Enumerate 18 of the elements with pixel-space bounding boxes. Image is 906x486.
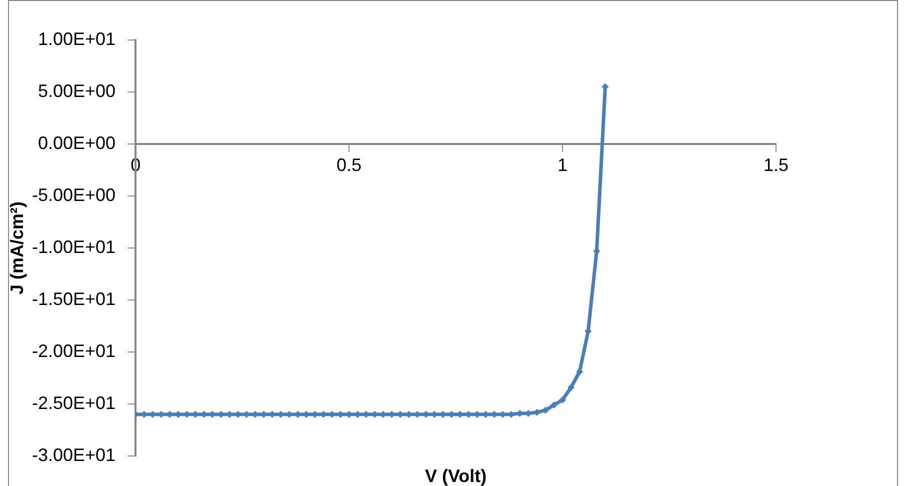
y-axis-title: J (mA/cm²): [6, 201, 27, 295]
x-tick-label: 1: [558, 154, 568, 175]
point: [568, 384, 575, 391]
y-tick-label: -3.00E+01: [32, 444, 116, 465]
y-tick-label: -2.50E+01: [32, 392, 116, 413]
point: [559, 396, 566, 404]
point: [576, 368, 584, 376]
x-tick-label: 0.5: [336, 154, 362, 175]
y-tick-label: -1.00E+01: [32, 236, 116, 257]
y-tick-label: -5.00E+00: [32, 184, 116, 205]
y-tick-label: 1.00E+01: [38, 28, 116, 49]
y-tick-label: 5.00E+00: [38, 80, 116, 101]
x-tick-label: 1.5: [763, 154, 789, 175]
y-tick-label: 0.00E+00: [38, 132, 116, 153]
y-tick-label: -1.50E+01: [32, 288, 116, 309]
y-tick-label: -2.00E+01: [32, 340, 116, 361]
x-axis-title: V (Volt): [424, 466, 487, 486]
point: [550, 402, 558, 409]
